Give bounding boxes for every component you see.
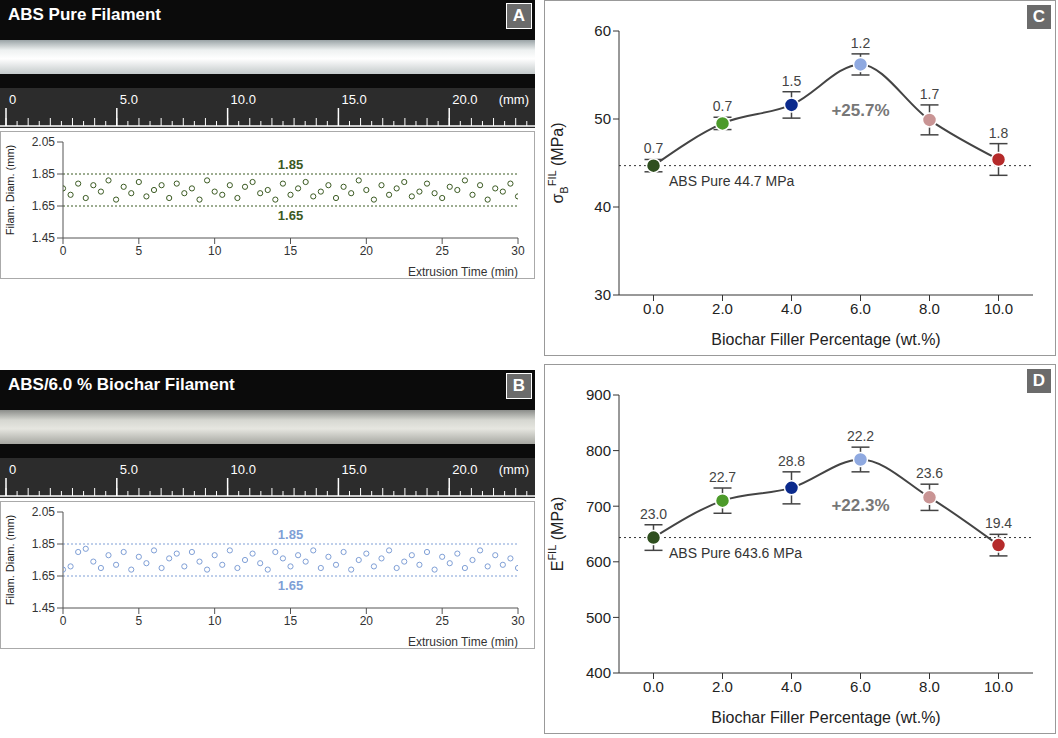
svg-text:0: 0 [9, 462, 16, 477]
svg-text:ABS Pure 44.7 MPa: ABS Pure 44.7 MPa [669, 173, 795, 189]
svg-text:5.0: 5.0 [120, 462, 138, 477]
svg-text:2.0: 2.0 [712, 678, 733, 695]
svg-text:20.0: 20.0 [452, 92, 477, 107]
svg-text:30: 30 [594, 286, 611, 303]
svg-text:(mm): (mm) [499, 462, 529, 477]
svg-text:0: 0 [9, 92, 16, 107]
svg-text:800: 800 [586, 442, 611, 459]
svg-text:20.0: 20.0 [452, 462, 477, 477]
svg-text:22.7: 22.7 [709, 469, 736, 485]
svg-text:5: 5 [135, 614, 142, 628]
svg-text:40: 40 [594, 198, 611, 215]
svg-text:700: 700 [586, 498, 611, 515]
svg-text:60: 60 [594, 22, 611, 39]
svg-text:1.65: 1.65 [278, 208, 303, 223]
svg-text:15.0: 15.0 [341, 92, 366, 107]
html-text:ABS Pure Filament: ABS Pure Filament [8, 5, 161, 24]
svg-text:10.0: 10.0 [984, 300, 1013, 317]
svg-text:0: 0 [60, 244, 67, 258]
svg-text:2.0: 2.0 [712, 300, 733, 317]
svg-text:20: 20 [360, 244, 374, 258]
svg-text:0.0: 0.0 [643, 678, 664, 695]
svg-text:1.85: 1.85 [278, 157, 303, 172]
svg-text:10.0: 10.0 [231, 92, 256, 107]
svg-text:(mm): (mm) [499, 92, 529, 107]
svg-text:5.0: 5.0 [120, 92, 138, 107]
svg-text:28.8: 28.8 [778, 453, 805, 469]
svg-text:σBFIL (MPa): σBFIL (MPa) [546, 122, 570, 203]
svg-text:15: 15 [284, 244, 298, 258]
svg-text:1.45: 1.45 [32, 601, 56, 615]
svg-text:20: 20 [360, 614, 374, 628]
svg-text:2.05: 2.05 [32, 505, 56, 519]
svg-text:900: 900 [586, 386, 611, 403]
svg-text:600: 600 [586, 553, 611, 570]
svg-text:15.0: 15.0 [341, 462, 366, 477]
svg-text:25: 25 [435, 244, 449, 258]
svg-text:10: 10 [208, 614, 222, 628]
svg-text:0.7: 0.7 [644, 140, 664, 156]
html-text:ABS/6.0 % Biochar Filament: ABS/6.0 % Biochar Filament [8, 375, 235, 394]
svg-text:23.6: 23.6 [916, 465, 943, 481]
svg-text:8.0: 8.0 [919, 678, 940, 695]
svg-text:23.0: 23.0 [640, 506, 667, 522]
svg-text:Biochar Filler Percentage (wt.: Biochar Filler Percentage (wt.%) [711, 331, 940, 348]
html-text:A: A [512, 6, 526, 25]
svg-text:EFIL (MPa): EFIL (MPa) [546, 497, 566, 572]
svg-text:0: 0 [60, 614, 67, 628]
svg-text:4.0: 4.0 [781, 300, 802, 317]
svg-text:400: 400 [586, 664, 611, 681]
svg-text:ABS Pure 643.6 MPa: ABS Pure 643.6 MPa [669, 545, 802, 561]
svg-text:22.2: 22.2 [847, 428, 874, 444]
svg-text:1.65: 1.65 [32, 199, 56, 213]
svg-text:10.0: 10.0 [231, 462, 256, 477]
svg-text:15: 15 [284, 614, 298, 628]
svg-text:1.65: 1.65 [32, 569, 56, 583]
svg-text:2.05: 2.05 [32, 135, 56, 149]
svg-text:30: 30 [511, 614, 525, 628]
svg-text:Biochar Filler Percentage (wt.: Biochar Filler Percentage (wt.%) [711, 709, 940, 726]
svg-text:1.45: 1.45 [32, 231, 56, 245]
svg-text:6.0: 6.0 [850, 300, 871, 317]
svg-text:1.7: 1.7 [920, 86, 940, 102]
svg-text:10: 10 [208, 244, 222, 258]
svg-text:1.5: 1.5 [782, 73, 802, 89]
svg-text:1.85: 1.85 [32, 167, 56, 181]
svg-text:1.85: 1.85 [278, 527, 303, 542]
svg-text:+22.3%: +22.3% [831, 496, 889, 515]
svg-text:1.65: 1.65 [278, 578, 303, 593]
svg-text:Filam. Diam. (mm): Filam. Diam. (mm) [4, 515, 16, 605]
html-text:B: B [512, 376, 526, 395]
svg-text:6.0: 6.0 [850, 678, 871, 695]
svg-text:500: 500 [586, 609, 611, 626]
svg-text:1.2: 1.2 [851, 35, 871, 51]
svg-text:+25.7%: +25.7% [831, 101, 889, 120]
svg-text:25: 25 [435, 614, 449, 628]
svg-text:4.0: 4.0 [781, 678, 802, 695]
svg-text:Extrusion Time (min): Extrusion Time (min) [408, 265, 518, 278]
svg-text:8.0: 8.0 [919, 300, 940, 317]
svg-text:19.4: 19.4 [985, 515, 1012, 531]
svg-text:Extrusion Time (min): Extrusion Time (min) [408, 635, 518, 648]
svg-text:1.85: 1.85 [32, 537, 56, 551]
svg-text:30: 30 [511, 244, 525, 258]
svg-text:50: 50 [594, 110, 611, 127]
html-text:D: D [1032, 371, 1046, 390]
svg-text:5: 5 [135, 244, 142, 258]
svg-text:0.7: 0.7 [713, 98, 733, 114]
html-text:C: C [1032, 7, 1046, 26]
svg-text:10.0: 10.0 [984, 678, 1013, 695]
svg-text:1.8: 1.8 [989, 125, 1009, 141]
svg-text:0.0: 0.0 [643, 300, 664, 317]
svg-text:Filam. Diam. (mm): Filam. Diam. (mm) [4, 145, 16, 235]
